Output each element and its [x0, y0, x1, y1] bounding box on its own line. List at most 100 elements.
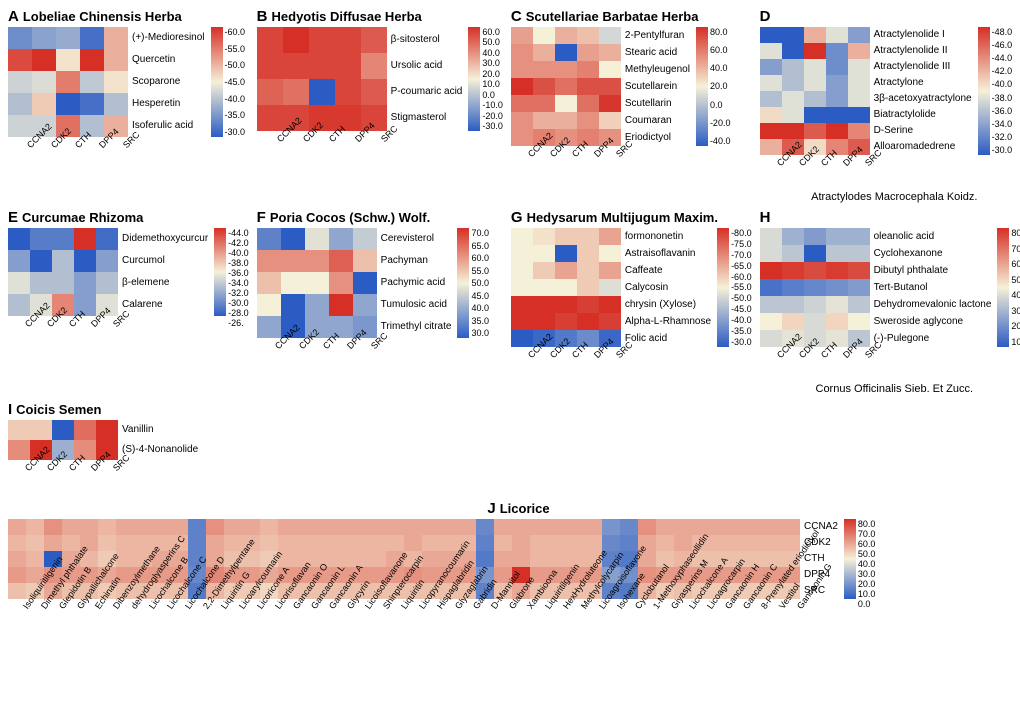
heatmap-cell — [555, 95, 577, 112]
heatmap-cell — [80, 519, 98, 535]
colorbar-tick: -50.0 — [731, 293, 752, 303]
heatmap-cell — [74, 250, 96, 272]
heatmap-cell — [533, 262, 555, 279]
heatmap-cell — [52, 420, 74, 440]
heatmap-cell — [826, 43, 848, 59]
colorbar-tick: 20.0 — [858, 579, 876, 589]
heatmap-cell — [533, 27, 555, 44]
heatmap-cell — [760, 107, 782, 123]
heatmap-cell — [257, 294, 281, 316]
heatmap-cell — [335, 79, 361, 105]
heatmap-cell — [96, 272, 118, 294]
heatmap-cell — [8, 71, 32, 93]
panel-title: Curcumae Rhizoma — [22, 210, 143, 225]
heatmap-cell — [555, 78, 577, 95]
row-label: Scutellarein — [625, 78, 690, 95]
colorbar-tick: -35.0 — [225, 110, 246, 120]
heatmap-cell — [422, 519, 440, 535]
heatmap-cell — [188, 535, 206, 551]
heatmap-cell — [8, 272, 30, 294]
colorbar-tick: -38.0 — [228, 258, 249, 268]
colorbar-tick: -30.0 — [731, 337, 752, 347]
colorbar-tick: 30.0 — [1011, 306, 1020, 316]
heatmap-cell — [329, 294, 353, 316]
heatmap-cell — [533, 112, 555, 129]
panel-letter: C — [511, 8, 522, 25]
heatmap-cell — [760, 27, 782, 43]
colorbar-tick: -30.0 — [992, 145, 1013, 155]
colorbar-tick: -40.0 — [710, 136, 731, 146]
heatmap-cell — [782, 228, 804, 245]
colorbar — [978, 27, 990, 155]
heatmap-cell — [278, 519, 296, 535]
heatmap-cell — [577, 95, 599, 112]
heatmap-cell — [511, 330, 533, 347]
heatmap-cell — [710, 519, 728, 535]
heatmap-cell — [224, 519, 242, 535]
heatmap-cell — [728, 519, 746, 535]
heatmap-cell — [533, 279, 555, 296]
heatmap-cell — [804, 75, 826, 91]
row-label: Alpha-L-Rhamnose — [625, 313, 711, 330]
heatmap-cell — [577, 78, 599, 95]
heatmap-cell — [511, 129, 533, 146]
colorbar-tick: -48.0 — [992, 27, 1013, 37]
row-label: 2-Pentylfuran — [625, 27, 690, 44]
heatmap-cell — [599, 95, 621, 112]
row-label: (+)-Medioresinol — [132, 27, 205, 49]
row-label: Coumaran — [625, 112, 690, 129]
heatmap-cell — [656, 535, 674, 551]
colorbar-tick: 0.0 — [482, 90, 503, 100]
colorbar-tick: 80.0 — [858, 519, 876, 529]
row-label: D-Serine — [874, 123, 972, 139]
heatmap-cell — [710, 535, 728, 551]
colorbar-tick: -80.0 — [731, 228, 752, 238]
heatmap-cell — [62, 519, 80, 535]
colorbar-tick: -40.0 — [731, 315, 752, 325]
heatmap-cell — [848, 27, 870, 43]
panel-letter: F — [257, 209, 266, 226]
heatmap-cell — [98, 519, 116, 535]
heatmap-cell — [782, 43, 804, 59]
heatmap-cell — [826, 262, 848, 279]
heatmap-cell — [804, 228, 826, 245]
heatmap-cell — [8, 294, 30, 316]
heatmap-cell — [848, 279, 870, 296]
heatmap-cell — [8, 250, 30, 272]
heatmap-cell — [350, 519, 368, 535]
heatmap-cell — [602, 535, 620, 551]
heatmap-cell — [8, 440, 30, 460]
colorbar-tick: -26. — [228, 318, 249, 328]
heatmap-cell — [8, 583, 26, 599]
heatmap-cell — [206, 519, 224, 535]
heatmap-cell — [760, 279, 782, 296]
heatmap-cell — [104, 93, 128, 115]
heatmap-cell — [728, 535, 746, 551]
heatmap-cell — [674, 519, 692, 535]
colorbar-tick: -55.0 — [731, 282, 752, 292]
heatmap-cell — [566, 519, 584, 535]
heatmap-cell — [760, 330, 782, 347]
panel-letter: H — [760, 209, 771, 226]
panel-E: ECurcumae RhizomaCCNA2CDK2CTHDPP4SRCDide… — [8, 209, 249, 395]
panel-title: Hedysarum Multijugum Maxim. — [527, 210, 718, 225]
heatmap-cell — [577, 44, 599, 61]
heatmap-cell — [52, 228, 74, 250]
colorbar-tick: 60.0 — [482, 27, 503, 37]
heatmap-cell — [826, 59, 848, 75]
heatmap-cell — [555, 245, 577, 262]
heatmap-cell — [782, 313, 804, 330]
row-label: Caffeate — [625, 262, 711, 279]
heatmap-cell — [764, 519, 782, 535]
colorbar-tick: -65.0 — [731, 261, 752, 271]
heatmap-cell — [404, 519, 422, 535]
heatmap-cell — [760, 91, 782, 107]
heatmap-cell — [530, 535, 548, 551]
colorbar — [457, 228, 469, 338]
heatmap-cell — [329, 250, 353, 272]
heatmap-cell — [533, 78, 555, 95]
heatmap-cell — [533, 95, 555, 112]
heatmap-cell — [599, 296, 621, 313]
heatmap-cell — [760, 313, 782, 330]
heatmap-cell — [32, 49, 56, 71]
